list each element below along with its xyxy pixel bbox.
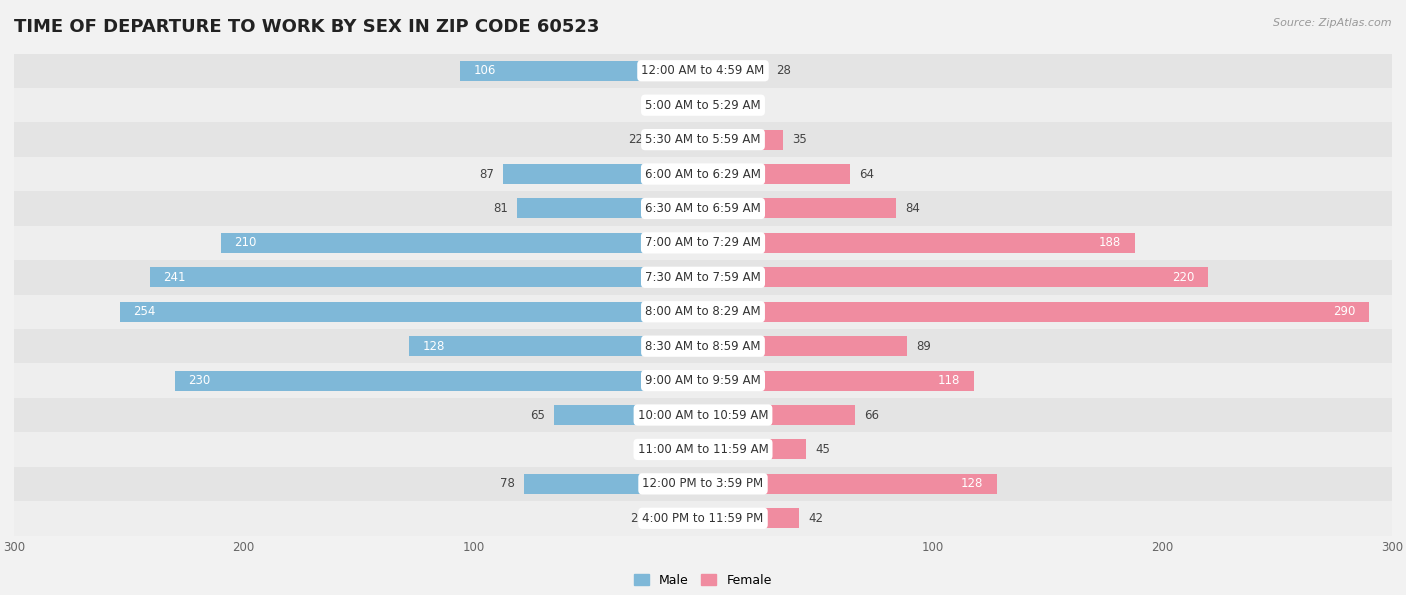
Bar xyxy=(703,130,783,149)
Bar xyxy=(14,54,1392,88)
Bar xyxy=(703,199,896,218)
Bar xyxy=(703,508,800,528)
Text: 230: 230 xyxy=(188,374,211,387)
Text: 9:00 AM to 9:59 AM: 9:00 AM to 9:59 AM xyxy=(645,374,761,387)
Text: 5:00 AM to 5:29 AM: 5:00 AM to 5:29 AM xyxy=(645,99,761,112)
Bar xyxy=(174,371,703,390)
Bar xyxy=(14,260,1392,295)
Text: 8:30 AM to 8:59 AM: 8:30 AM to 8:59 AM xyxy=(645,340,761,353)
Text: 14: 14 xyxy=(647,99,662,112)
Bar xyxy=(554,405,703,425)
Bar xyxy=(703,302,1369,322)
Text: 6:00 AM to 6:29 AM: 6:00 AM to 6:29 AM xyxy=(645,168,761,180)
Text: 8:00 AM to 8:29 AM: 8:00 AM to 8:29 AM xyxy=(645,305,761,318)
Text: 45: 45 xyxy=(815,443,831,456)
Bar xyxy=(703,440,807,459)
Bar xyxy=(503,164,703,184)
Bar xyxy=(517,199,703,218)
Text: 7:30 AM to 7:59 AM: 7:30 AM to 7:59 AM xyxy=(645,271,761,284)
Text: 188: 188 xyxy=(1098,236,1121,249)
Text: 118: 118 xyxy=(938,374,960,387)
Text: 42: 42 xyxy=(808,512,824,525)
Text: Source: ZipAtlas.com: Source: ZipAtlas.com xyxy=(1274,18,1392,28)
Text: 241: 241 xyxy=(163,271,186,284)
Bar xyxy=(14,226,1392,260)
Bar xyxy=(14,398,1392,432)
Text: 64: 64 xyxy=(859,168,875,180)
Bar xyxy=(703,405,855,425)
Text: 21: 21 xyxy=(630,512,645,525)
Text: 10:00 AM to 10:59 AM: 10:00 AM to 10:59 AM xyxy=(638,409,768,421)
Text: 106: 106 xyxy=(474,64,496,77)
Bar xyxy=(703,474,997,494)
Text: 11: 11 xyxy=(654,443,669,456)
Bar xyxy=(14,295,1392,329)
Text: 66: 66 xyxy=(863,409,879,421)
Text: 210: 210 xyxy=(235,236,257,249)
Bar xyxy=(703,336,907,356)
Text: 28: 28 xyxy=(776,64,792,77)
Bar xyxy=(14,123,1392,157)
Text: 12:00 AM to 4:59 AM: 12:00 AM to 4:59 AM xyxy=(641,64,765,77)
Text: 6:30 AM to 6:59 AM: 6:30 AM to 6:59 AM xyxy=(645,202,761,215)
Text: 12:00 PM to 3:59 PM: 12:00 PM to 3:59 PM xyxy=(643,477,763,490)
Text: 22: 22 xyxy=(628,133,644,146)
Bar xyxy=(14,432,1392,466)
Text: 254: 254 xyxy=(134,305,156,318)
Text: 128: 128 xyxy=(423,340,446,353)
Text: 35: 35 xyxy=(793,133,807,146)
Text: 84: 84 xyxy=(905,202,920,215)
Text: 81: 81 xyxy=(494,202,508,215)
Bar xyxy=(14,501,1392,536)
Bar xyxy=(524,474,703,494)
Text: 290: 290 xyxy=(1333,305,1355,318)
Text: 5:30 AM to 5:59 AM: 5:30 AM to 5:59 AM xyxy=(645,133,761,146)
Text: TIME OF DEPARTURE TO WORK BY SEX IN ZIP CODE 60523: TIME OF DEPARTURE TO WORK BY SEX IN ZIP … xyxy=(14,18,599,36)
Text: 4:00 PM to 11:59 PM: 4:00 PM to 11:59 PM xyxy=(643,512,763,525)
Bar xyxy=(703,164,851,184)
Bar xyxy=(703,61,768,81)
Bar xyxy=(120,302,703,322)
Bar xyxy=(703,371,974,390)
Text: 9: 9 xyxy=(733,99,741,112)
Bar xyxy=(678,440,703,459)
Bar xyxy=(703,233,1135,253)
Bar xyxy=(14,466,1392,501)
Text: 128: 128 xyxy=(960,477,983,490)
Text: 11:00 AM to 11:59 AM: 11:00 AM to 11:59 AM xyxy=(638,443,768,456)
Text: 89: 89 xyxy=(917,340,931,353)
Bar xyxy=(14,364,1392,398)
Bar xyxy=(149,267,703,287)
Bar xyxy=(703,95,724,115)
Bar xyxy=(671,95,703,115)
Bar xyxy=(14,191,1392,226)
Bar xyxy=(14,88,1392,123)
Text: 65: 65 xyxy=(530,409,544,421)
Bar xyxy=(409,336,703,356)
Bar xyxy=(460,61,703,81)
Bar xyxy=(14,157,1392,191)
Text: 87: 87 xyxy=(479,168,494,180)
Text: 78: 78 xyxy=(499,477,515,490)
Bar xyxy=(652,130,703,149)
Bar xyxy=(221,233,703,253)
Bar xyxy=(703,267,1208,287)
Text: 220: 220 xyxy=(1173,271,1195,284)
Bar xyxy=(655,508,703,528)
Legend: Male, Female: Male, Female xyxy=(630,569,776,592)
Text: 7:00 AM to 7:29 AM: 7:00 AM to 7:29 AM xyxy=(645,236,761,249)
Bar xyxy=(14,329,1392,364)
